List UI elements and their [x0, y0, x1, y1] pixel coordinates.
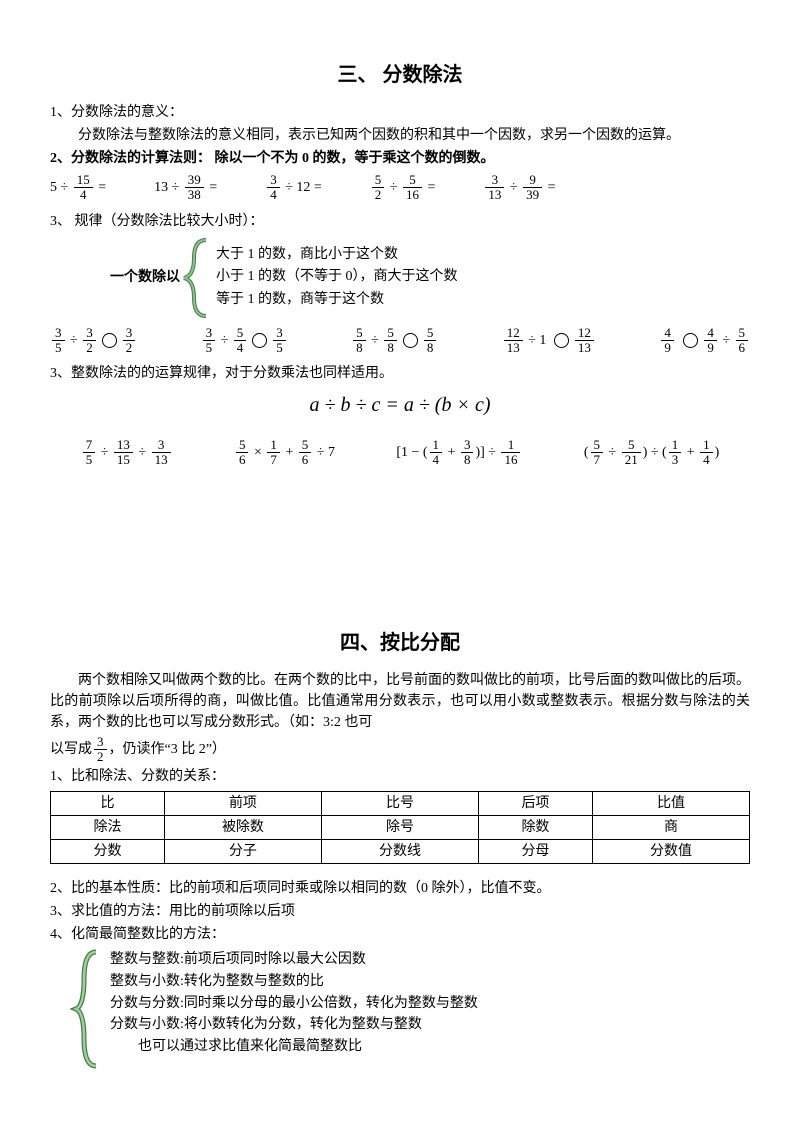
brace-block-2: 整数与整数:前项后项同时除以最大公因数 整数与小数:转化为整数与整数的比 分数与…	[70, 949, 750, 1069]
sec4-p3: 3、求比值的方法：用比的前项除以后项	[50, 901, 750, 922]
brace2-line-4: 分数与小数:将小数转化为分数，转化为整数与整数	[110, 1014, 478, 1036]
brace2-line-5: 也可以通过求比值来化简最简整数比	[110, 1036, 478, 1058]
p4: 3、整数除法的的运算规律，对于分数乘法也同样适用。	[50, 363, 750, 384]
table-cell: 分数值	[592, 840, 749, 864]
table-cell: 比值	[592, 792, 749, 816]
table-cell: 比	[51, 792, 165, 816]
p3: 3、 规律（分数除法比较大小时）：	[50, 211, 750, 232]
p1-body: 分数除法与整数除法的意义相同，表示已知两个因数的积和其中一个因数，求另一个因数的…	[50, 125, 750, 146]
brace-line-1: 大于 1 的数，商比小于这个数	[216, 244, 458, 266]
sec4-p4: 4、化简最简整数比的方法：	[50, 924, 750, 945]
table-cell: 商	[592, 816, 749, 840]
brace-line-3: 等于 1 的数，商等于这个数	[216, 289, 458, 311]
table-cell: 除号	[321, 816, 478, 840]
sec4-p1: 1、比和除法、分数的关系：	[50, 766, 750, 787]
table-cell: 后项	[478, 792, 592, 816]
table-cell: 分母	[478, 840, 592, 864]
section3-title: 三、 分数除法	[50, 60, 750, 90]
intro-1: 两个数相除又叫做两个数的比。在两个数的比中，比号前面的数叫做比的前项，比号后面的…	[50, 670, 750, 733]
table-cell: 前项	[164, 792, 321, 816]
relation-table: 比 前项 比号 后项 比值 除法 被除数 除号 除数 商 分数 分子 分数线 分…	[50, 791, 750, 864]
table-cell: 被除数	[164, 816, 321, 840]
section4-title: 四、按比分配	[50, 628, 750, 658]
p1-label: 1、分数除法的意义：	[50, 102, 750, 123]
exercise-row: 75 ÷ 1315 ÷ 313 56 × 17 + 56 ÷ 7 [1 − (1…	[50, 438, 750, 468]
table-cell: 除法	[51, 816, 165, 840]
sec4-p2: 2、比的基本性质：比的前项和后项同时乘或除以相同的数（0 除外），比值不变。	[50, 878, 750, 899]
brace2-line-1: 整数与整数:前项后项同时除以最大公因数	[110, 949, 478, 971]
curly-brace-icon	[176, 238, 216, 318]
p2: 2、分数除法的计算法则： 除以一个不为 0 的数，等于乘这个数的倒数。	[50, 148, 750, 169]
table-cell: 分数线	[321, 840, 478, 864]
table-cell: 除数	[478, 816, 592, 840]
brace-prefix: 一个数除以	[110, 267, 180, 288]
brace-line-2: 小于 1 的数（不等于 0），商大于这个数	[216, 266, 458, 288]
brace2-line-3: 分数与分数:同时乘以分母的最小公倍数，转化为整数与整数	[110, 993, 478, 1015]
table-cell: 分子	[164, 840, 321, 864]
brace2-line-2: 整数与小数:转化为整数与整数的比	[110, 971, 478, 993]
intro-2: 以写成32，仍读作“3 比 2”）	[50, 735, 750, 765]
curly-brace-icon	[70, 949, 104, 1069]
expression-row-1: 5 ÷ 154 = 13 ÷ 3938 = 34 ÷ 12 = 52 ÷ 516…	[50, 173, 750, 203]
table-cell: 比号	[321, 792, 478, 816]
table-cell: 分数	[51, 840, 165, 864]
formula: a ÷ b ÷ c = a ÷ (b × c)	[50, 390, 750, 420]
brace-block-1: 一个数除以 大于 1 的数，商比小于这个数 小于 1 的数（不等于 0），商大于…	[110, 238, 750, 318]
compare-row: 35 ÷ 3232 35 ÷ 5435 58 ÷ 5858 1213 ÷ 1 1…	[50, 326, 750, 356]
